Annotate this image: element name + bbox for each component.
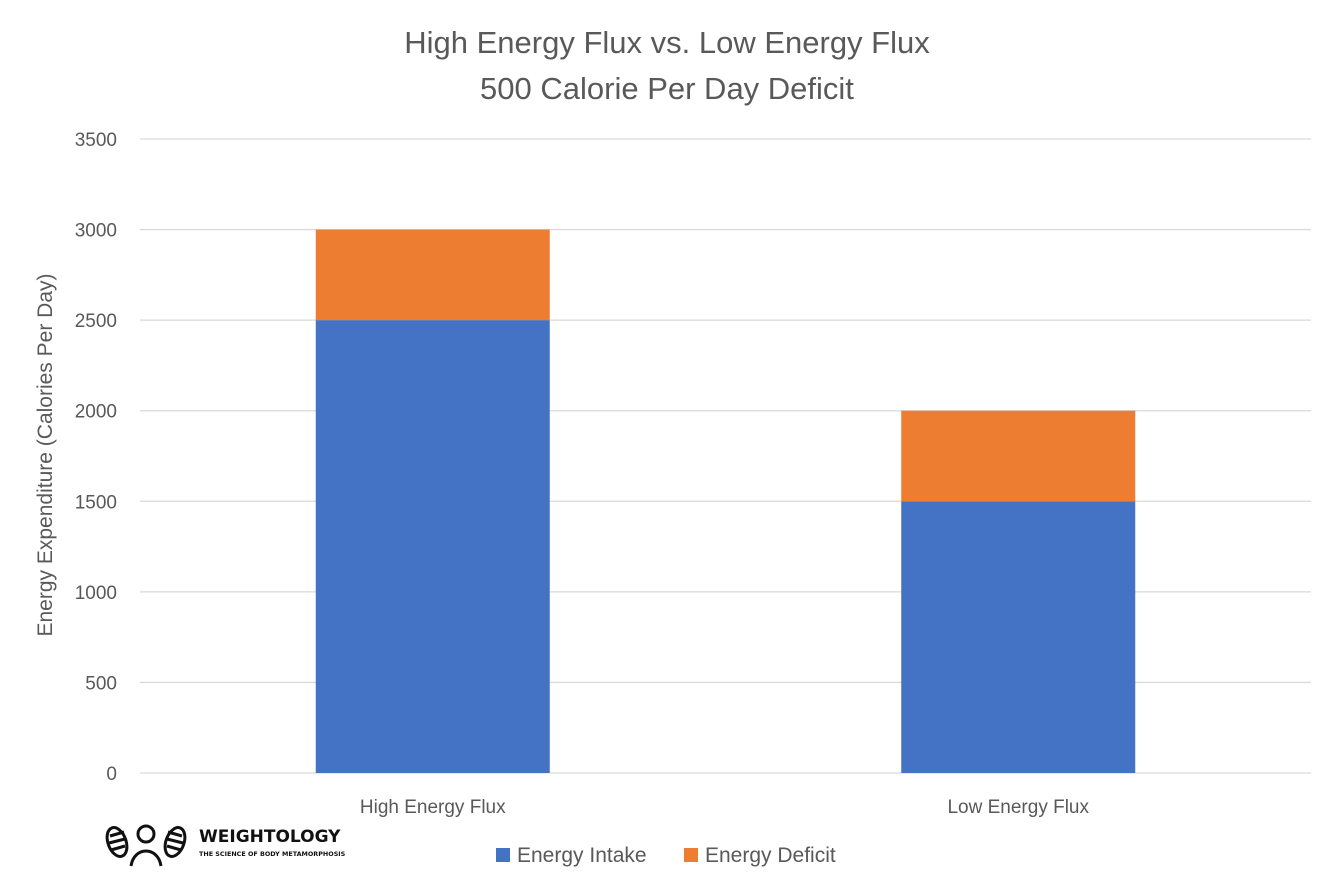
x-category-label: High Energy Flux <box>360 797 506 818</box>
x-category-label: Low Energy Flux <box>947 797 1089 818</box>
y-axis-title: Energy Expenditure (Calories Per Day) <box>34 274 57 637</box>
bar-energy-intake-low-energy-flux <box>901 501 1136 773</box>
legend-swatch <box>496 848 510 862</box>
legend-label: Energy Deficit <box>705 844 836 867</box>
logo-wordmark: WEIGHTOLOGY <box>199 827 341 847</box>
y-tick-label: 2500 <box>75 311 117 332</box>
y-axis-ticks: 0 500 1000 1500 2000 2500 3000 3500 <box>75 130 117 785</box>
chart-subtitle: 500 Calorie Per Day Deficit <box>480 71 854 106</box>
legend: Energy Intake Energy Deficit <box>496 844 836 867</box>
x-axis-categories: High Energy Flux Low Energy Flux <box>360 797 1090 818</box>
y-tick-label: 3000 <box>75 221 117 242</box>
bar-energy-deficit-low-energy-flux <box>901 410 1136 502</box>
logo-tagline: THE SCIENCE OF BODY METAMORPHOSIS <box>199 850 346 858</box>
y-tick-label: 1500 <box>75 492 117 513</box>
bar-energy-deficit-high-energy-flux <box>315 229 550 321</box>
weightology-logo-icon <box>105 824 187 867</box>
y-tick-label: 2000 <box>75 402 117 423</box>
bar-energy-intake-high-energy-flux <box>315 320 550 773</box>
gridlines <box>140 138 1311 774</box>
y-tick-label: 1000 <box>75 583 117 604</box>
legend-swatch <box>684 848 698 862</box>
bars <box>315 229 1136 773</box>
y-tick-label: 0 <box>106 764 117 785</box>
chart-title: High Energy Flux vs. Low Energy Flux <box>404 25 930 60</box>
weightology-logo: WEIGHTOLOGY THE SCIENCE OF BODY METAMORP… <box>105 824 346 867</box>
y-tick-label: 3500 <box>75 130 117 151</box>
y-tick-label: 500 <box>85 673 117 694</box>
legend-label: Energy Intake <box>517 844 647 867</box>
